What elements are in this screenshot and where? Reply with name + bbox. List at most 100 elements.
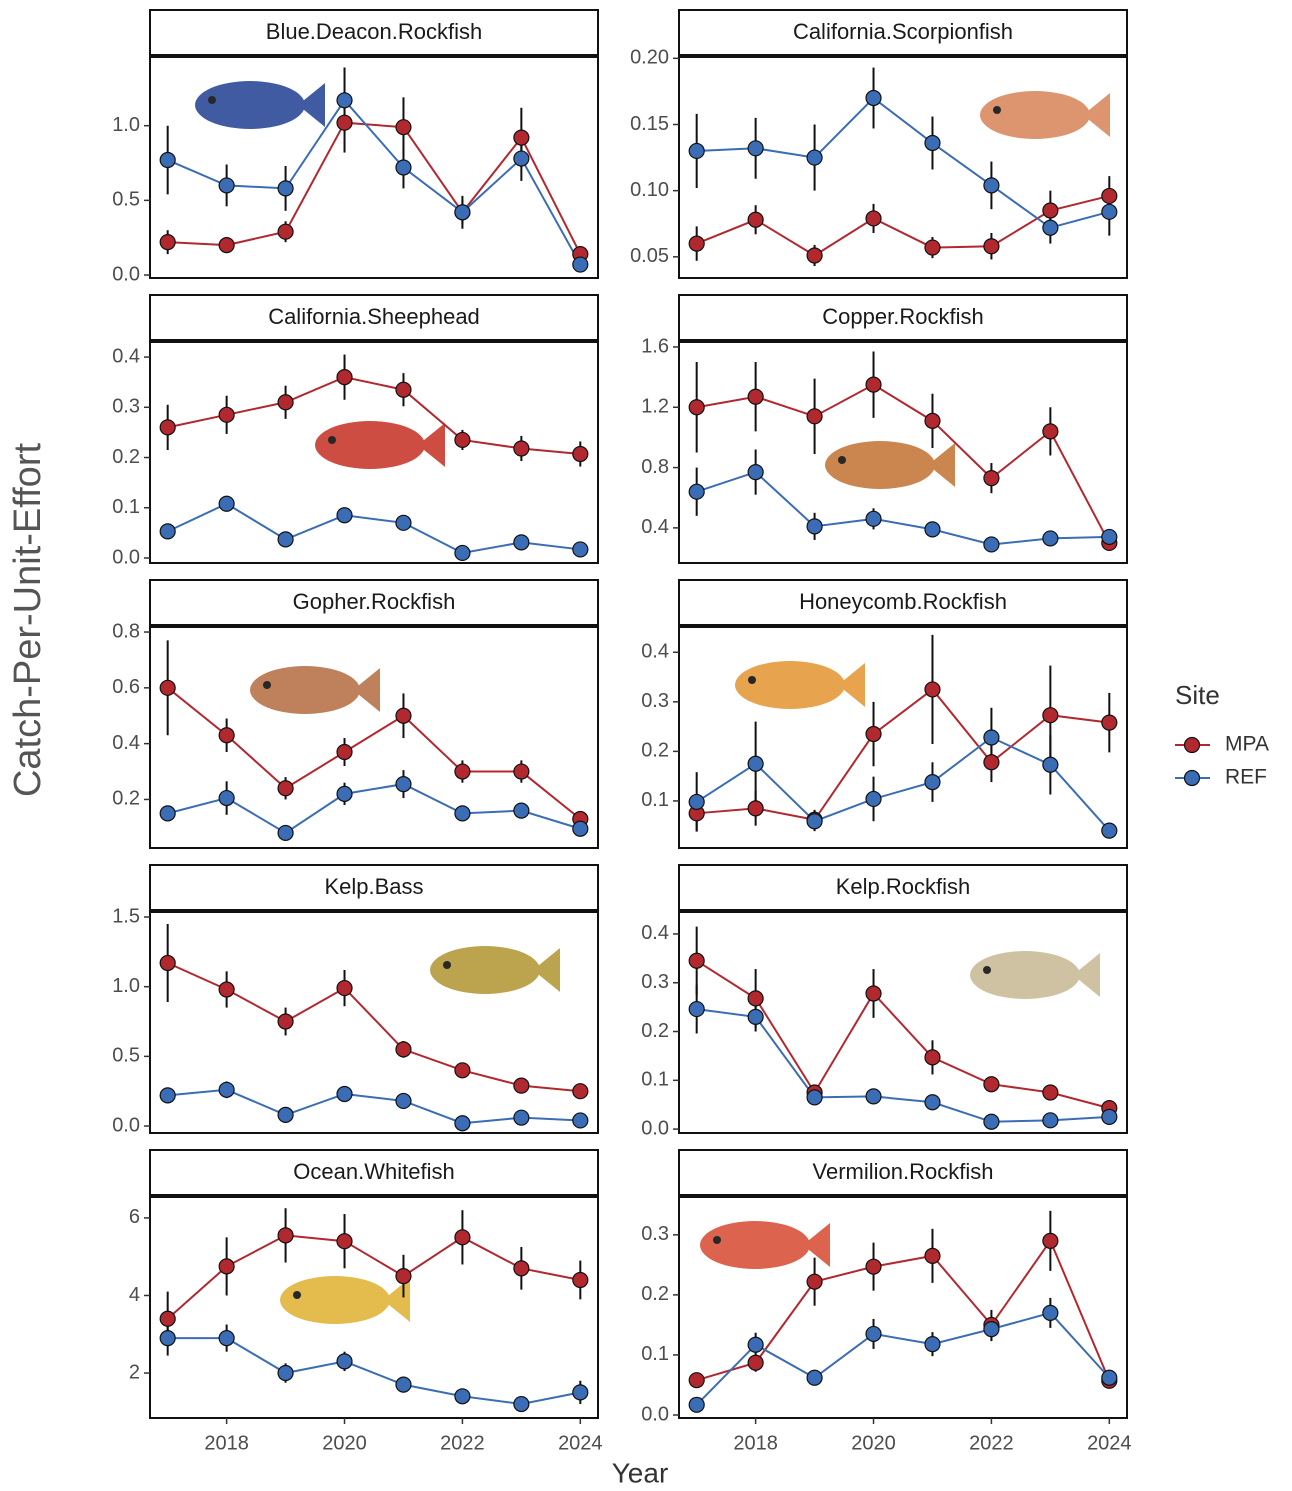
panel-frame	[149, 911, 599, 1134]
fish-tail	[928, 443, 955, 487]
data-point	[924, 1094, 941, 1111]
data-point	[159, 805, 176, 822]
fish-eye	[328, 436, 336, 444]
series-line	[167, 1088, 581, 1125]
strip	[149, 1149, 599, 1196]
data-point	[688, 793, 705, 811]
data-point	[1042, 423, 1059, 440]
fish-body	[970, 951, 1080, 999]
fish-eye	[748, 676, 756, 684]
data-point	[983, 238, 1000, 255]
series-line	[696, 96, 1110, 229]
y-tick-label: 0.0	[112, 1114, 140, 1136]
fish-body	[315, 421, 425, 469]
data-point	[747, 1336, 764, 1353]
data-point	[218, 727, 235, 744]
strip	[678, 294, 1128, 341]
y-tick-label: 0.3	[641, 1223, 669, 1245]
y-tick-label: 0.4	[112, 345, 140, 367]
panel-title: Copper.Rockfish	[822, 304, 983, 329]
data-point	[983, 536, 1000, 553]
data-point	[277, 780, 294, 797]
data-point	[454, 544, 471, 562]
data-point	[1042, 756, 1059, 773]
data-point	[159, 1330, 176, 1347]
data-point	[1101, 714, 1118, 731]
data-point	[865, 210, 882, 227]
series-line	[167, 98, 582, 266]
data-point	[159, 151, 176, 169]
y-tick-label: 0.05	[630, 245, 669, 267]
fish-eye	[208, 96, 216, 104]
data-point	[1101, 822, 1118, 839]
fish-illustration	[280, 1276, 410, 1324]
fish-tail	[353, 668, 380, 712]
panel-frame	[149, 1196, 599, 1419]
y-tick-label: 0.4	[641, 516, 669, 538]
legend-title: Site	[1175, 680, 1220, 710]
strip	[678, 864, 1128, 911]
y-tick-label: 0.0	[112, 546, 140, 568]
fish-illustration	[250, 666, 380, 714]
y-axis-title: Catch-Per-Unit-Effort	[7, 443, 49, 798]
legend-label: MPA	[1225, 733, 1269, 756]
y-tick-label: 0.4	[112, 732, 140, 754]
y-tick-label: 0.15	[630, 113, 669, 135]
data-point	[924, 681, 941, 698]
data-point	[395, 1267, 412, 1285]
fish-body	[700, 1221, 810, 1269]
series-line	[167, 502, 581, 554]
data-point	[336, 1085, 353, 1103]
panel-title: Kelp.Bass	[324, 874, 423, 899]
data-point	[747, 388, 764, 405]
panel-title: Blue.Deacon.Rockfish	[266, 19, 482, 44]
panel-frame	[149, 56, 599, 279]
data-point	[395, 1376, 412, 1393]
y-tick-label: 0.1	[641, 1343, 669, 1365]
y-tick-label: 4	[129, 1284, 140, 1306]
y-tick-label: 1.0	[112, 975, 140, 997]
strip	[149, 579, 599, 626]
data-point	[747, 800, 764, 817]
panel-title: California.Scorpionfish	[793, 19, 1013, 44]
data-point	[159, 1310, 176, 1327]
data-point	[983, 470, 1000, 487]
y-tick-label: 0.1	[112, 496, 140, 518]
data-point	[924, 773, 941, 791]
fish-tail	[838, 663, 865, 707]
fish-body	[825, 441, 935, 489]
y-tick-label: 0.0	[112, 263, 140, 285]
data-point	[806, 518, 823, 535]
panel-frame	[149, 341, 599, 564]
fish-tail	[1083, 93, 1110, 137]
data-point	[159, 1087, 176, 1104]
strip	[678, 579, 1128, 626]
panel-frame	[678, 56, 1128, 279]
x-tick-label: 2020	[851, 1432, 896, 1454]
data-point	[395, 119, 412, 136]
fish-eye	[713, 1236, 721, 1244]
data-point	[806, 813, 823, 830]
fish-body	[980, 91, 1090, 139]
y-tick-label: 0.5	[112, 189, 140, 211]
y-tick-label: 0.3	[641, 690, 669, 712]
data-point	[747, 755, 764, 772]
data-point	[218, 1330, 235, 1347]
strip	[149, 294, 599, 341]
series-line	[696, 194, 1110, 257]
y-tick-label: 1.2	[641, 396, 669, 418]
fish-body	[735, 661, 845, 709]
data-point	[513, 763, 530, 780]
data-point	[159, 679, 176, 696]
data-point	[865, 725, 882, 743]
data-point	[806, 1089, 823, 1106]
data-point	[277, 1106, 294, 1123]
data-point	[924, 1049, 941, 1066]
panel-title: Ocean.Whitefish	[293, 1159, 454, 1184]
fish-body	[430, 946, 540, 994]
data-point	[454, 1229, 471, 1246]
fish-eye	[443, 961, 451, 969]
series-line	[167, 962, 581, 1093]
legend-marker	[1183, 769, 1201, 787]
